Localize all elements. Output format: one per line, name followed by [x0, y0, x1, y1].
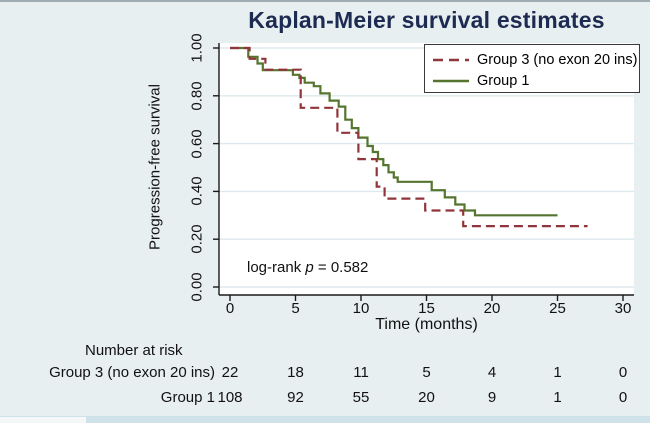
x-axis-title: Time (months) — [375, 316, 478, 333]
logrank-p-symbol: p — [305, 259, 314, 276]
x-tick-label: 15 — [418, 300, 435, 317]
legend: Group 3 (no exon 20 ins) Group 1 — [424, 44, 640, 93]
y-tick-label: 1.00 — [188, 33, 206, 63]
logrank-prefix: log-rank — [247, 259, 302, 276]
legend-solid-line-icon — [433, 79, 469, 82]
logrank-value: = 0.582 — [317, 259, 369, 276]
y-tick-label: 0.40 — [188, 176, 206, 206]
risk-count: 55 — [352, 389, 370, 406]
risk-count: 4 — [487, 364, 497, 381]
risk-count: 108 — [217, 389, 243, 406]
legend-label-group1: Group 1 — [477, 72, 530, 89]
risk-count: 22 — [221, 364, 239, 381]
legend-item-group3: Group 3 (no exon 20 ins) — [432, 49, 637, 70]
risk-count: 18 — [287, 364, 304, 381]
x-tick-label: 20 — [483, 300, 501, 317]
risk-count: 92 — [287, 389, 304, 406]
legend-dashed-line-icon — [433, 58, 469, 61]
x-tick-label: 10 — [352, 300, 370, 317]
x-tick-label: 25 — [549, 300, 566, 317]
figure-bottom-left-accent — [0, 417, 86, 423]
risk-table-header: Number at risk — [85, 342, 183, 359]
x-tick-label: 30 — [614, 300, 632, 317]
legend-label-group3: Group 3 (no exon 20 ins) — [477, 51, 638, 68]
legend-item-group1: Group 1 — [432, 70, 633, 91]
y-axis-title: Progression-free survival — [146, 84, 164, 250]
x-tick-label: 0 — [225, 300, 235, 317]
risk-count: 1 — [553, 389, 562, 406]
y-tick-label: 0.60 — [188, 128, 206, 159]
y-tick-label: 0.80 — [188, 81, 206, 111]
chart-title: Kaplan-Meier survival estimates — [248, 7, 605, 33]
risk-count: 11 — [353, 364, 369, 381]
y-tick-label: 0.00 — [188, 272, 206, 302]
risk-count: 1 — [553, 364, 562, 381]
figure-top-border — [0, 0, 650, 2]
risk-count: 0 — [618, 389, 628, 406]
logrank-annotation: log-rank p = 0.582 — [247, 259, 368, 276]
risk-count: 0 — [618, 364, 628, 381]
risk-count: 9 — [487, 389, 497, 406]
figure-bottom-border — [0, 416, 650, 423]
risk-count: 5 — [422, 364, 431, 381]
risk-row-label-group3: Group 3 (no exon 20 ins) — [49, 364, 215, 381]
x-tick-label: 5 — [291, 300, 300, 317]
risk-count: 20 — [418, 389, 435, 406]
risk-row-label-group1: Group 1 — [160, 389, 215, 406]
y-tick-label: 0.20 — [188, 224, 206, 254]
